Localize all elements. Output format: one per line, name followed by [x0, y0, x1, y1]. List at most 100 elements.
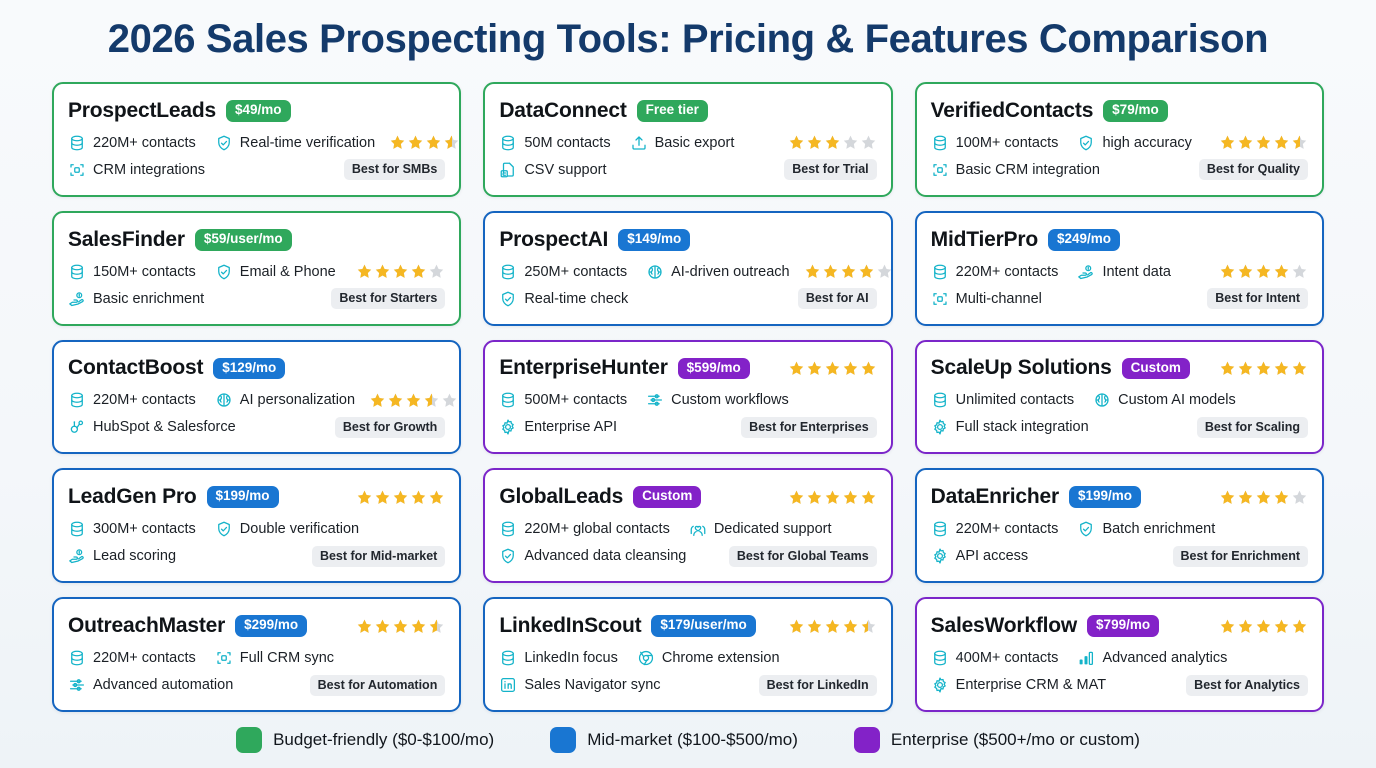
price-badge: Free tier — [636, 99, 708, 122]
feature-item: high accuracy — [1077, 134, 1192, 152]
star-icon — [369, 392, 386, 409]
tool-card[interactable]: GlobalLeads Custom 220M+ global contacts De… — [483, 468, 893, 584]
tool-card[interactable]: OutreachMaster $299/mo 220M+ contacts Full … — [52, 597, 462, 712]
tool-card[interactable]: ContactBoost $129/mo 220M+ contacts AI pers… — [52, 339, 462, 455]
gear-icon — [931, 418, 949, 436]
tool-name: ProspectLeads — [68, 98, 216, 122]
feature-label: 250M+ contacts — [524, 263, 628, 280]
feature-label: Multi-channel — [955, 290, 1042, 307]
legend-swatch — [550, 727, 577, 753]
star-icon — [356, 263, 373, 280]
tool-card[interactable]: ProspectAI $149/mo 250M+ contacts AI-driven… — [483, 210, 893, 326]
database-icon — [931, 520, 949, 538]
legend-item-budget: Budget-friendly ($0-$100/mo) — [236, 727, 494, 753]
feature-item: 250M+ contacts — [499, 263, 627, 281]
feature-row-secondary: HubSpot & Salesforce Best for Growth — [68, 414, 446, 440]
tool-card[interactable]: ScaleUp Solutions Custom Unlimited contact… — [914, 339, 1324, 455]
star-icon — [824, 618, 841, 635]
star-icon — [824, 360, 841, 377]
feature-row-primary: 220M+ contacts Batch enrichment — [931, 516, 1308, 542]
star-icon — [842, 618, 859, 635]
star-icon — [410, 263, 427, 280]
feature-label: 400M+ contacts — [955, 650, 1059, 667]
feature-row-secondary: Full stack integration Best for Scaling — [931, 414, 1308, 440]
feature-row-primary: 220M+ contacts Intent data — [931, 259, 1308, 285]
sliders-icon — [646, 391, 664, 409]
star-icon — [842, 134, 859, 151]
feature-label: Custom AI models — [1118, 392, 1236, 409]
crm-sync-icon — [931, 161, 949, 179]
tool-card[interactable]: EnterpriseHunter $599/mo 500M+ contacts Cus… — [483, 339, 893, 455]
card-header: OutreachMaster $299/mo — [68, 611, 445, 641]
legend-label: Mid-market ($100-$500/mo) — [587, 730, 798, 749]
star-icon — [788, 134, 805, 151]
star-icon — [428, 618, 445, 635]
best-for-badge: Best for SMBs — [343, 159, 446, 181]
feature-row-secondary: Sales Navigator sync Best for LinkedIn — [499, 672, 877, 698]
database-icon — [68, 391, 86, 409]
tool-name: ScaleUp Solutions — [930, 356, 1112, 380]
tool-card[interactable]: LeadGen Pro $199/mo 300M+ contacts Double v… — [52, 468, 462, 584]
database-icon — [931, 391, 949, 409]
feature-item: AI-driven outreach — [646, 263, 790, 281]
star-icon — [1255, 360, 1272, 377]
card-header: DataEnricher $199/mo — [931, 482, 1308, 512]
feature-label: 220M+ contacts — [955, 263, 1059, 280]
shield-check-icon — [499, 290, 517, 308]
card-header: MidTierPro $249/mo — [931, 225, 1308, 255]
tool-card[interactable]: DataConnect Free tier 50M contacts Basic ex… — [483, 82, 893, 197]
star-icon — [804, 263, 821, 280]
star-icon — [860, 134, 877, 151]
feature-row-primary: 500M+ contacts Custom workflows — [499, 387, 876, 413]
star-icon — [1219, 489, 1236, 506]
star-icon — [842, 360, 859, 377]
card-header: DataConnect Free tier — [499, 96, 876, 126]
tool-card[interactable]: MidTierPro $249/mo 220M+ contacts Intent da… — [914, 210, 1324, 326]
price-badge: $79/mo — [1103, 99, 1168, 122]
tool-card[interactable]: SalesWorkflow $799/mo 400M+ contacts Advanc… — [914, 597, 1324, 712]
card-header: ProspectAI $149/mo — [499, 225, 876, 255]
feature-label: Chrome extension — [661, 650, 780, 667]
star-icon — [788, 618, 805, 635]
feature-row-primary: 220M+ contacts Real-time verification — [68, 130, 459, 156]
feature-label: 100M+ contacts — [955, 134, 1059, 151]
price-badge: Custom — [633, 486, 702, 509]
tool-name: LinkedInScout — [499, 614, 642, 638]
tool-card[interactable]: DataEnricher $199/mo 220M+ contacts Batch e… — [914, 468, 1324, 584]
tool-card[interactable]: SalesFinder $59/user/mo 150M+ contacts Emai… — [52, 210, 462, 326]
rating-stars — [1219, 489, 1308, 506]
feature-label: Basic export — [654, 134, 735, 151]
price-badge: $799/mo — [1087, 615, 1160, 638]
rating-stars — [1219, 134, 1308, 151]
star-icon — [374, 263, 391, 280]
star-icon — [824, 134, 841, 151]
feature-label: Advanced automation — [93, 677, 234, 694]
shield-check-icon — [1077, 134, 1095, 152]
tool-card[interactable]: ProspectLeads $49/mo 220M+ contacts Real-ti… — [52, 82, 462, 197]
feature-row-primary: 50M contacts Basic export — [499, 130, 876, 156]
feature-label: Sales Navigator sync — [524, 677, 661, 694]
tool-card[interactable]: LinkedInScout $179/user/mo LinkedIn focus C… — [483, 597, 893, 712]
feature-row-primary: 300M+ contacts Double verification — [68, 516, 445, 542]
best-for-badge: Best for Trial — [784, 159, 877, 181]
legend-item-enterprise: Enterprise ($500+/mo or custom) — [853, 727, 1140, 753]
feature-row-primary: 150M+ contacts Email & Phone — [68, 259, 445, 285]
feature-row-primary: 100M+ contacts high accuracy — [931, 130, 1308, 156]
star-icon — [389, 134, 406, 151]
sliders-icon — [68, 676, 86, 694]
shield-check-icon — [499, 547, 517, 565]
star-icon — [392, 618, 409, 635]
price-badge: $599/mo — [677, 357, 750, 380]
chrome-icon — [637, 649, 655, 667]
brain-icon — [1093, 391, 1111, 409]
feature-label: 220M+ contacts — [93, 650, 196, 667]
feature-item: 220M+ contacts — [68, 391, 196, 409]
star-icon — [806, 489, 823, 506]
tool-card[interactable]: VerifiedContacts $79/mo 100M+ contacts high… — [914, 82, 1324, 197]
feature-label: Basic enrichment — [93, 290, 205, 307]
feature-label: 300M+ contacts — [93, 521, 196, 538]
upload-icon — [630, 134, 648, 152]
price-badge: Custom — [1121, 357, 1190, 380]
feature-label: 220M+ contacts — [93, 392, 196, 409]
database-icon — [68, 134, 86, 152]
